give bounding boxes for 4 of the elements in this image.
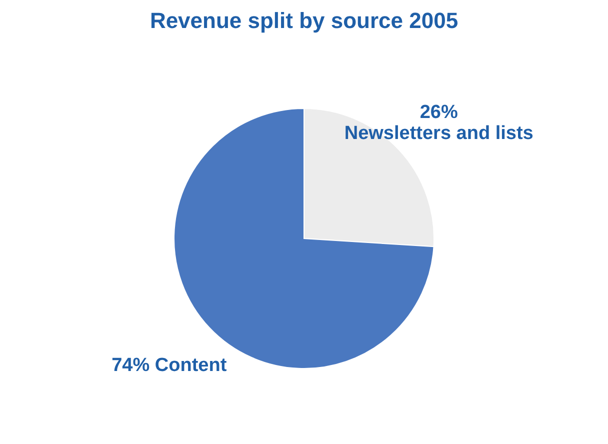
slice-label: Newsletters and lists <box>344 122 534 144</box>
data-label: 26% <box>420 102 458 123</box>
chart-title: Revenue split by source 2005 <box>150 8 458 33</box>
slice-label: 74% Content <box>112 355 228 376</box>
